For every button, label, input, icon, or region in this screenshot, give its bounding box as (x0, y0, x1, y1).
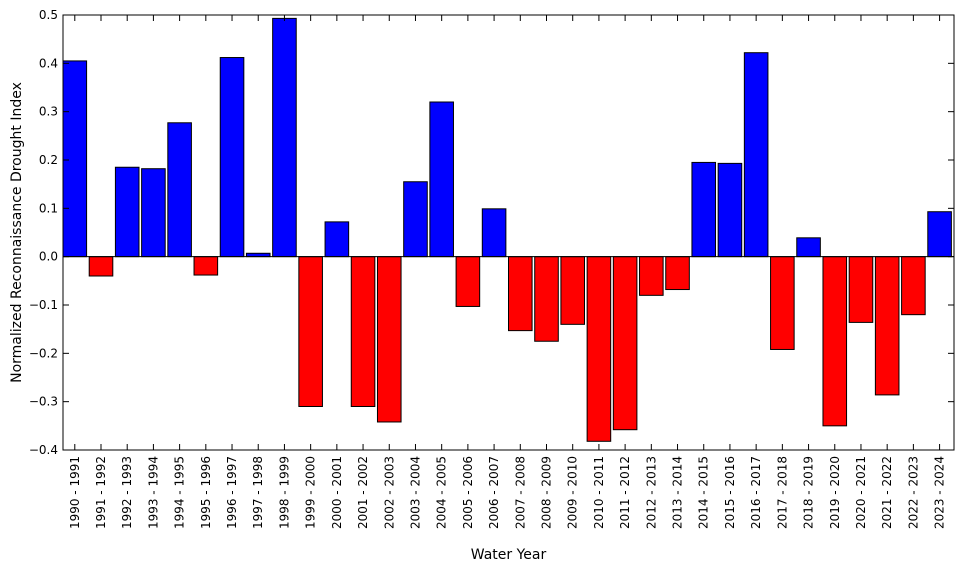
bar-2022-2023 (901, 256, 926, 316)
x-tick-label: 2005 - 2006 (461, 456, 475, 529)
bar-2012-2013 (639, 256, 664, 296)
y-tick-label: 0.3 (39, 105, 58, 119)
y-axis-title: Normalized Reconnaissance Drought Index (9, 82, 25, 383)
x-tick-label: 1990 - 1991 (68, 456, 82, 529)
bar-2019-2020 (822, 256, 848, 427)
x-tick-label: 1992 - 1993 (120, 456, 134, 529)
x-tick-label: 2021 - 2022 (880, 456, 894, 529)
x-tick-label: 2007 - 2008 (513, 456, 527, 529)
y-tick-label: 0.0 (39, 250, 58, 264)
bar-2013-2014 (665, 256, 690, 291)
bar-1993-1994 (141, 168, 166, 258)
x-tick-label: 2012 - 2013 (644, 456, 658, 529)
y-tick-label: −0.1 (29, 298, 58, 312)
bar-1990-1991 (62, 60, 88, 258)
x-tick-label: 1999 - 2000 (304, 456, 318, 529)
x-tick-label: 2011 - 2012 (618, 456, 632, 529)
bar-1996-1997 (219, 57, 245, 258)
bar-1992-1993 (114, 166, 140, 258)
bar-2000-2001 (324, 221, 350, 258)
bar-1991-1992 (88, 256, 114, 277)
y-tick-label: 0.4 (39, 56, 58, 70)
bar-2005-2006 (455, 256, 481, 307)
bar-2011-2012 (612, 256, 638, 431)
x-tick-label: 2010 - 2011 (592, 456, 606, 529)
x-tick-label: 1991 - 1992 (94, 456, 108, 529)
x-tick-label: 1993 - 1994 (146, 456, 160, 529)
bar-2014-2015 (691, 161, 717, 258)
bar-1999-2000 (298, 256, 323, 408)
x-tick-label: 2002 - 2003 (382, 456, 396, 529)
y-tick-label: 0.2 (39, 153, 58, 167)
x-tick-label: 2015 - 2016 (723, 456, 737, 529)
x-tick-label: 2013 - 2014 (671, 456, 685, 529)
bar-2020-2021 (848, 256, 874, 323)
x-tick-label: 2009 - 2010 (566, 456, 580, 529)
x-tick-label: 2019 - 2020 (828, 456, 842, 529)
x-tick-label: 2022 - 2023 (906, 456, 920, 529)
y-tick-label: −0.3 (29, 395, 58, 409)
x-tick-label: 1998 - 1999 (277, 456, 291, 529)
x-tick-label: 2004 - 2005 (435, 456, 449, 529)
bar-2018-2019 (796, 237, 821, 258)
bar-2002-2003 (376, 256, 402, 423)
bar-2010-2011 (586, 256, 612, 442)
bar-2004-2005 (429, 101, 454, 258)
bar-2003-2004 (403, 181, 428, 258)
x-tick-label: 1997 - 1998 (251, 456, 265, 529)
x-tick-label: 2001 - 2002 (356, 456, 370, 529)
bar-2007-2008 (508, 256, 533, 332)
bar-2023-2024 (927, 211, 952, 258)
bar-1997-1998 (245, 252, 271, 258)
x-tick-label: 2020 - 2021 (854, 456, 868, 529)
bar-2016-2017 (743, 52, 769, 258)
x-tick-label: 2018 - 2019 (802, 456, 816, 529)
x-tick-label: 2017 - 2018 (775, 456, 789, 529)
bar-1994-1995 (167, 122, 192, 258)
y-tick-label: 0.1 (39, 201, 58, 215)
x-tick-label: 2014 - 2015 (697, 456, 711, 529)
bar-2021-2022 (874, 256, 900, 396)
bar-1995-1996 (193, 256, 219, 276)
bar-2001-2002 (350, 256, 376, 408)
bar-1998-1999 (272, 17, 297, 258)
y-tick-label: 0.5 (39, 8, 58, 22)
y-axis: −0.4 −0.3 −0.2 −0.1 0.0 0.1 0.2 0.3 0.4 0.5 (29, 8, 954, 457)
plot-frame (62, 14, 955, 451)
bar-2006-2007 (481, 208, 507, 258)
bar-2015-2016 (717, 162, 743, 258)
x-tick-label: 1996 - 1997 (225, 456, 239, 529)
bars-layer (62, 17, 952, 442)
bar-2017-2018 (770, 256, 795, 350)
x-tick-label: 2006 - 2007 (487, 456, 501, 529)
y-tick-label: −0.2 (29, 346, 58, 360)
x-tick-label: 2000 - 2001 (330, 456, 344, 529)
x-tick-label: 1994 - 1995 (173, 456, 187, 529)
bar-2009-2010 (560, 256, 585, 325)
x-axis: 1990 - 1991 1991 - 1992 1992 - 1993 1993 - … (68, 15, 947, 529)
y-tick-label: −0.4 (29, 443, 58, 457)
x-tick-label: 1995 - 1996 (199, 456, 213, 529)
x-tick-label: 2008 - 2009 (539, 456, 553, 529)
x-tick-label: 2023 - 2024 (933, 456, 947, 529)
x-tick-label: 2016 - 2017 (749, 456, 763, 529)
x-tick-label: 2003 - 2004 (408, 456, 422, 529)
x-axis-title: Water Year (471, 547, 547, 563)
bar-2008-2009 (534, 256, 559, 342)
